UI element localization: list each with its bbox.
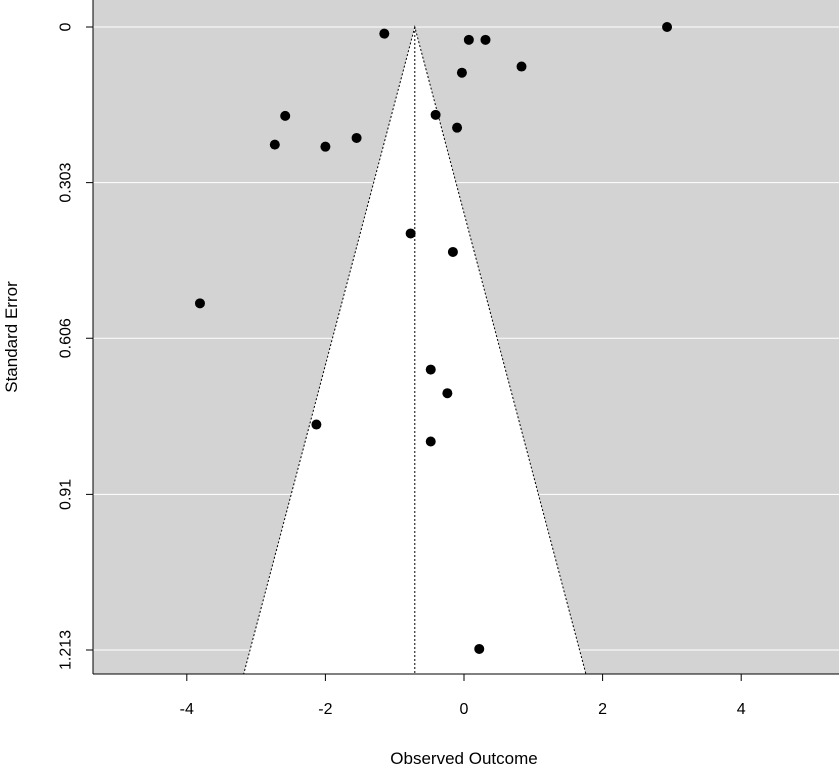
x-tick-label: 2 [598, 701, 607, 718]
x-tick-label: -2 [318, 701, 332, 718]
data-point [320, 141, 331, 152]
x-tick-label: 4 [737, 701, 746, 718]
y-tick-label: 0.91 [58, 479, 75, 510]
x-axis-ticks: -4 -2 0 2 4 [180, 674, 746, 718]
data-point [425, 436, 436, 447]
data-point [452, 122, 463, 133]
data-point [405, 228, 416, 239]
data-point [425, 364, 436, 375]
data-point [456, 67, 467, 78]
x-tick-label: -4 [180, 701, 194, 718]
data-point [311, 419, 322, 430]
data-point [351, 132, 362, 143]
data-point [379, 28, 390, 39]
data-point [194, 298, 205, 309]
data-point [662, 22, 673, 32]
data-point [474, 643, 485, 654]
data-point [480, 34, 491, 45]
data-point [447, 246, 458, 257]
y-axis-title: Standard Error [2, 281, 21, 393]
data-point [516, 61, 527, 72]
data-point [430, 109, 441, 120]
y-axis-ticks: 0 0.303 0.606 0.91 1.213 [58, 22, 93, 670]
data-point [280, 110, 291, 121]
data-points [194, 22, 673, 654]
y-tick-label: 0.606 [58, 318, 75, 358]
x-axis-title: Observed Outcome [390, 749, 537, 767]
y-tick-label: 1.213 [58, 630, 75, 670]
data-point [269, 139, 280, 150]
data-point [463, 34, 474, 45]
y-tick-label: 0 [58, 22, 75, 31]
y-tick-label: 0.303 [58, 163, 75, 203]
x-tick-label: 0 [460, 701, 469, 718]
data-point [442, 388, 453, 399]
